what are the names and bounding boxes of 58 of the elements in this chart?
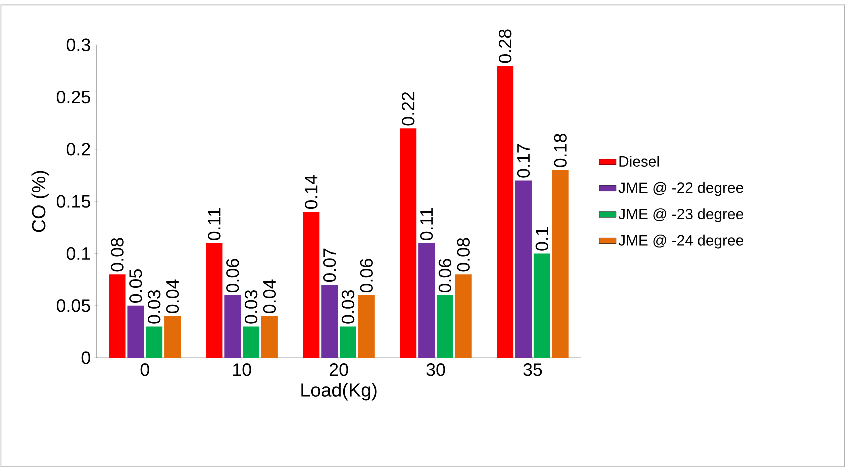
x-tick-label: 30 <box>426 363 446 376</box>
bar <box>206 243 223 358</box>
data-label: 0.11 <box>208 208 221 240</box>
y-tick-label: 0.3 <box>66 38 90 52</box>
bar <box>340 326 356 358</box>
legend-label: JME @ -23 degree <box>618 208 744 222</box>
bar <box>243 326 260 358</box>
data-label: 0.22 <box>402 92 415 126</box>
x-tick-label: 20 <box>330 363 348 376</box>
y-axis-title: CO (%) <box>32 171 50 232</box>
data-label: 0.11 <box>420 208 434 240</box>
data-label: 0.05 <box>130 269 142 303</box>
data-label: 0.04 <box>263 280 276 314</box>
bar <box>322 284 338 358</box>
bar <box>534 254 550 358</box>
y-tick-label: 0.05 <box>56 299 90 312</box>
data-label: 0.03 <box>244 290 258 324</box>
bar <box>552 170 569 358</box>
bar <box>455 274 472 358</box>
data-label: 0.14 <box>305 175 318 210</box>
bar <box>516 180 532 358</box>
data-label: 0.06 <box>226 259 240 292</box>
bar <box>261 316 278 358</box>
data-label: 0.04 <box>166 280 180 314</box>
data-label: 0.08 <box>457 238 470 272</box>
data-label: 0.06 <box>360 259 374 292</box>
bar <box>436 295 454 358</box>
y-tick-label: 0.2 <box>66 143 90 156</box>
y-tick-label: 0.1 <box>66 247 90 260</box>
data-label: 0.03 <box>342 290 355 324</box>
bar <box>224 295 242 358</box>
data-label: 0.08 <box>111 238 124 272</box>
data-label: 0.17 <box>517 144 530 178</box>
x-axis-title: Load(Kg) <box>302 382 377 401</box>
bar <box>418 243 436 358</box>
bar <box>109 274 126 358</box>
bar <box>358 295 375 358</box>
legend-label: JME @ -24 degree <box>618 234 744 249</box>
data-label: 0.18 <box>554 134 567 168</box>
y-tick-label: 0.25 <box>56 90 90 104</box>
bar <box>164 316 182 358</box>
y-tick-label: 0.15 <box>56 195 90 208</box>
legend-label: JME @ -22 degree <box>618 182 744 196</box>
bar <box>400 128 417 358</box>
data-label: 0.07 <box>323 248 336 282</box>
bar <box>497 66 514 358</box>
data-label: 0.03 <box>148 290 161 324</box>
x-tick-label: 10 <box>233 363 252 376</box>
bar <box>146 326 163 358</box>
y-tick-label: 0 <box>82 352 90 364</box>
bar <box>303 212 320 358</box>
legend-label: Diesel <box>620 156 660 167</box>
bar <box>128 306 144 358</box>
data-label: 0.1 <box>536 227 549 251</box>
data-label: 0.06 <box>438 259 452 292</box>
x-tick-label: 0 <box>140 363 150 376</box>
data-label: 0.28 <box>498 30 512 64</box>
x-tick-label: 35 <box>524 363 542 376</box>
